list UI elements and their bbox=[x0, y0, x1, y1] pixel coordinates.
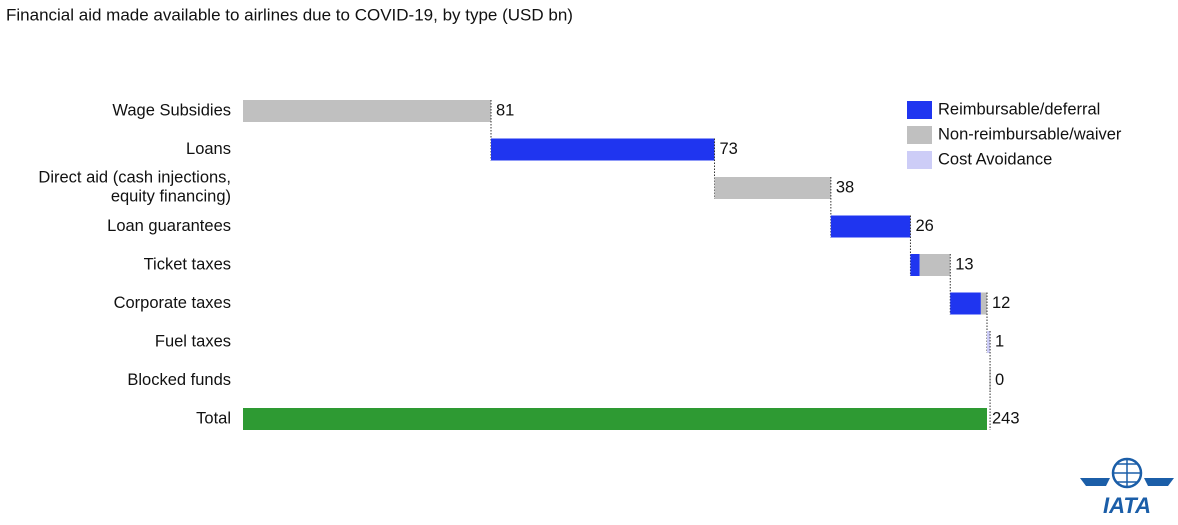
total-bar bbox=[243, 408, 987, 430]
logo-wings bbox=[1080, 478, 1174, 486]
bar-segment bbox=[243, 100, 491, 122]
logo-grid bbox=[1113, 459, 1141, 487]
value-label: 243 bbox=[992, 409, 1020, 427]
legend-label: Reimbursable/deferral bbox=[938, 100, 1100, 118]
legend-swatch bbox=[907, 151, 932, 169]
category-label: Blocked funds bbox=[127, 371, 231, 389]
value-label: 0 bbox=[995, 371, 1004, 389]
bar-segment bbox=[910, 254, 920, 276]
category-label: Loan guarantees bbox=[107, 217, 231, 235]
value-label: 13 bbox=[955, 255, 973, 273]
category-label: Fuel taxes bbox=[155, 332, 231, 350]
value-label: 1 bbox=[995, 332, 1004, 350]
value-label: 73 bbox=[720, 140, 738, 158]
value-label: 26 bbox=[915, 217, 933, 235]
category-label: Wage Subsidies bbox=[112, 101, 231, 119]
category-label: Ticket taxes bbox=[144, 255, 231, 273]
bar-segment bbox=[950, 292, 981, 315]
bar-segment bbox=[491, 138, 715, 161]
value-label: 81 bbox=[496, 101, 514, 119]
chart-title: Financial aid made available to airlines… bbox=[6, 5, 573, 24]
category-label: Loans bbox=[186, 140, 231, 158]
value-label: 38 bbox=[836, 178, 854, 196]
category-label: Corporate taxes bbox=[114, 294, 231, 312]
bar-segment bbox=[987, 331, 991, 353]
bar-segment bbox=[980, 292, 987, 315]
bar-segment bbox=[830, 215, 911, 238]
iata-logo: IATA bbox=[1080, 457, 1174, 518]
legend-label: Non-reimbursable/waiver bbox=[938, 125, 1122, 143]
legend-swatch bbox=[907, 101, 932, 119]
value-label: 12 bbox=[992, 294, 1010, 312]
bar-segment bbox=[714, 177, 831, 199]
bar-segment bbox=[919, 254, 951, 276]
category-label: Total bbox=[196, 409, 231, 427]
legend-label: Cost Avoidance bbox=[938, 150, 1052, 168]
legend-swatch bbox=[907, 126, 932, 144]
category-label: Direct aid (cash injections, equity finan… bbox=[38, 169, 231, 206]
logo-text: IATA bbox=[1103, 493, 1151, 518]
